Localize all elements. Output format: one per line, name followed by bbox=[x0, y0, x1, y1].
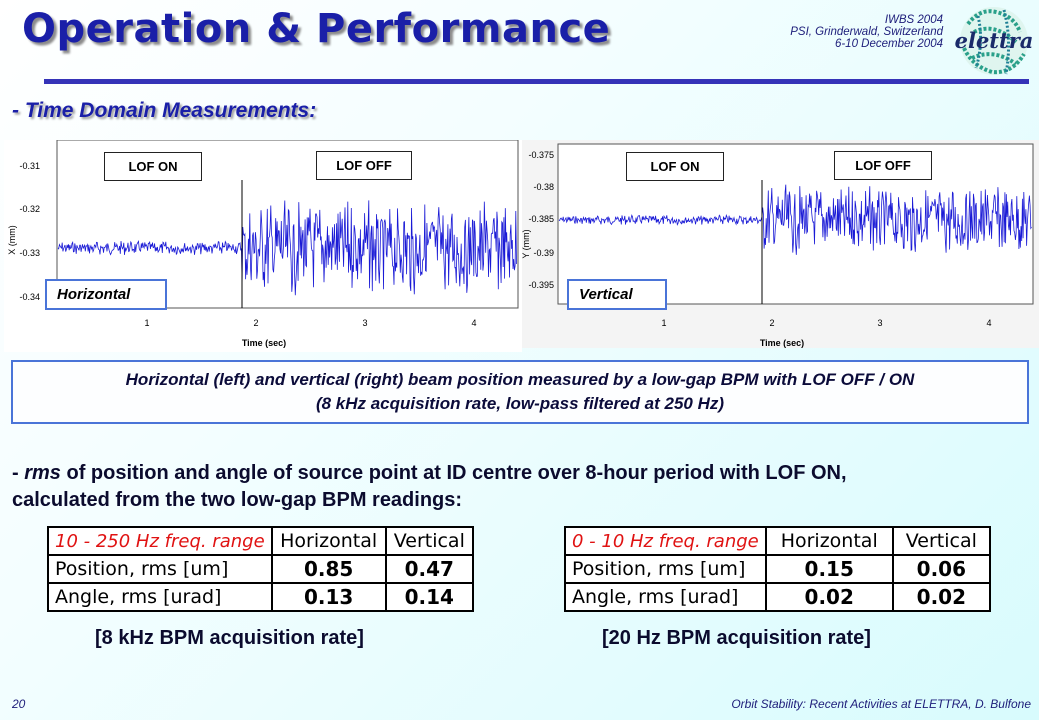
plot-v-xtick: 3 bbox=[877, 318, 882, 328]
row-label: Position, rms [um] bbox=[47, 554, 273, 584]
plot-h-ytick: -0.34 bbox=[19, 292, 40, 302]
row-label: Angle, rms [urad] bbox=[564, 582, 767, 612]
rms-rest: of position and angle of source point at… bbox=[60, 462, 847, 484]
plot-h-xtick: 1 bbox=[144, 318, 149, 328]
horizontal-header: Horizontal bbox=[764, 526, 894, 556]
plot-v-ytick: -0.385 bbox=[528, 214, 554, 224]
plot-h-xlabel: Time (sec) bbox=[242, 338, 286, 348]
lof-on-label: LOF ON bbox=[626, 152, 724, 181]
plot-h-xtick: 3 bbox=[362, 318, 367, 328]
plot-v-ylabel: Y (mm) bbox=[522, 229, 531, 258]
plot-v-xtick: 4 bbox=[986, 318, 991, 328]
horizontal-value: 0.15 bbox=[764, 554, 894, 584]
plot-v-ytick: -0.39 bbox=[533, 248, 554, 258]
lof-off-label: LOF OFF bbox=[316, 151, 412, 180]
vertical-position-trace bbox=[558, 184, 1032, 255]
conference-location: PSI, Grinderwald, Switzerland bbox=[790, 26, 943, 38]
row-label: Position, rms [um] bbox=[564, 554, 767, 584]
title-rule bbox=[44, 79, 1029, 84]
section-heading: - Time Domain Measurements: bbox=[12, 99, 317, 122]
plot-h-xtick: 4 bbox=[471, 318, 476, 328]
logo-text: elettra bbox=[955, 28, 1034, 53]
horizontal-value: 0.13 bbox=[270, 582, 387, 612]
vertical-value: 0.06 bbox=[891, 554, 992, 584]
table-header-row: 10 - 250 Hz freq. range Horizontal Verti… bbox=[47, 526, 475, 556]
row-label: Angle, rms [urad] bbox=[47, 582, 273, 612]
plot-h-ytick: -0.31 bbox=[19, 161, 40, 171]
horizontal-position-trace bbox=[57, 200, 517, 296]
conference-name: IWBS 2004 bbox=[884, 14, 943, 26]
rms-line-2: calculated from the two low-gap BPM read… bbox=[12, 489, 463, 511]
plot-v-ytick: -0.375 bbox=[528, 150, 554, 160]
plot-v-xtick: 2 bbox=[769, 318, 774, 328]
plot-h-ytick: -0.33 bbox=[19, 248, 40, 258]
table-row: Angle, rms [urad] 0.13 0.14 bbox=[47, 582, 475, 612]
plot-v-xtick: 1 bbox=[661, 318, 666, 328]
horizontal-value: 0.02 bbox=[764, 582, 894, 612]
plot-v-ytick: -0.395 bbox=[528, 280, 554, 290]
vertical-value: 0.14 bbox=[384, 582, 475, 612]
elettra-logo: elettra bbox=[955, 7, 1034, 75]
vertical-value: 0.47 bbox=[384, 554, 475, 584]
rms-description: - rms of position and angle of source po… bbox=[12, 460, 1032, 514]
vertical-header: Vertical bbox=[384, 526, 475, 556]
rms-table-8khz: 10 - 250 Hz freq. range Horizontal Verti… bbox=[47, 526, 475, 612]
horizontal-position-plot: -0.31 -0.32 -0.33 -0.34 X (mm) 1 2 3 4 T… bbox=[4, 140, 522, 352]
conference-info: IWBS 2004 PSI, Grinderwald, Switzerland … bbox=[790, 14, 943, 50]
vertical-value: 0.02 bbox=[891, 582, 992, 612]
caption-line-2: (8 kHz acquisition rate, low-pass filter… bbox=[315, 394, 725, 413]
rate-caption-20hz: [20 Hz BPM acquisition rate] bbox=[602, 627, 871, 649]
horizontal-value: 0.85 bbox=[270, 554, 387, 584]
rms-emphasis: rms bbox=[24, 462, 61, 484]
freq-range-cell: 10 - 250 Hz freq. range bbox=[47, 526, 273, 556]
vertical-plot-label: Vertical bbox=[567, 279, 667, 310]
slide-title: Operation & Performance bbox=[22, 6, 611, 52]
footer-credit: Orbit Stability: Recent Activities at EL… bbox=[731, 697, 1031, 711]
rate-caption-8khz: [8 kHz BPM acquisition rate] bbox=[95, 627, 364, 649]
table-header-row: 0 - 10 Hz freq. range Horizontal Vertica… bbox=[564, 526, 992, 556]
plot-v-ytick: -0.38 bbox=[533, 182, 554, 192]
vertical-position-plot: -0.375 -0.38 -0.385 -0.39 -0.395 Y (mm) … bbox=[522, 140, 1039, 348]
table-row: Position, rms [um] 0.15 0.06 bbox=[564, 554, 992, 584]
page-number: 20 bbox=[12, 697, 26, 711]
caption-line-1: Horizontal (left) and vertical (right) b… bbox=[125, 370, 915, 389]
rms-prefix: - bbox=[12, 462, 25, 484]
plot-h-xtick: 2 bbox=[253, 318, 258, 328]
plot-v-xlabel: Time (sec) bbox=[760, 338, 804, 348]
table-row: Position, rms [um] 0.85 0.47 bbox=[47, 554, 475, 584]
plot-h-ytick: -0.32 bbox=[19, 204, 40, 214]
table-row: Angle, rms [urad] 0.02 0.02 bbox=[564, 582, 992, 612]
freq-range-cell: 0 - 10 Hz freq. range bbox=[564, 526, 767, 556]
horizontal-plot-label: Horizontal bbox=[45, 279, 167, 310]
figure-caption: Horizontal (left) and vertical (right) b… bbox=[11, 360, 1029, 424]
conference-dates: 6-10 December 2004 bbox=[834, 38, 943, 50]
vertical-header: Vertical bbox=[891, 526, 992, 556]
plot-h-ylabel: X (mm) bbox=[7, 225, 17, 255]
lof-on-label: LOF ON bbox=[104, 152, 202, 181]
horizontal-header: Horizontal bbox=[270, 526, 387, 556]
lof-off-label: LOF OFF bbox=[834, 151, 932, 180]
rms-table-20hz: 0 - 10 Hz freq. range Horizontal Vertica… bbox=[564, 526, 992, 612]
